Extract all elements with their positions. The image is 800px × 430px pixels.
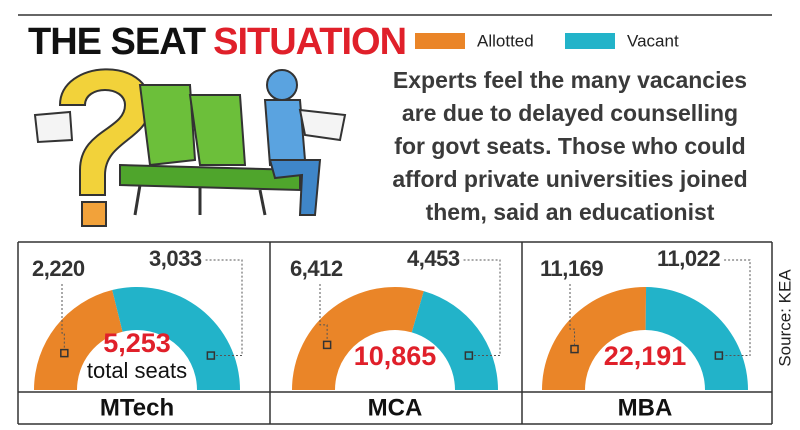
value-label: 11,022 <box>657 246 720 271</box>
title-red: SITUATION <box>213 21 406 63</box>
leader-line <box>722 259 751 357</box>
leader-marker <box>60 348 69 358</box>
donut-segment <box>292 287 424 390</box>
donut-segment <box>542 287 647 390</box>
leader-line <box>463 259 501 357</box>
category-label: MBA <box>618 394 673 421</box>
caption-line: Experts feel the many vacancies <box>393 67 747 93</box>
title-black: THE SEAT <box>28 21 206 63</box>
donut-segment <box>411 291 498 390</box>
leader-marker <box>570 344 579 354</box>
donut-segment <box>34 290 123 390</box>
leader-line <box>569 284 576 346</box>
legend-swatch <box>415 33 465 49</box>
value-label: 6,412 <box>290 256 343 281</box>
total-label: 10,865 <box>354 341 437 371</box>
legend-swatch <box>565 33 615 49</box>
category-label: MTech <box>100 394 174 421</box>
value-label: 2,220 <box>32 256 85 281</box>
source: Source: KEA <box>775 269 794 367</box>
leader-marker <box>464 351 474 360</box>
chart-title: THE SEAT SITUATION <box>28 21 406 63</box>
value-label: 11,169 <box>540 256 603 281</box>
caption-line: them, said an educationist <box>426 199 715 225</box>
illustration <box>33 68 347 227</box>
legend-label: Vacant <box>627 31 679 50</box>
leader-line <box>205 259 243 357</box>
donut-segment <box>645 287 748 390</box>
leader-line <box>319 284 328 341</box>
leader-line <box>61 284 65 350</box>
value-label: 4,453 <box>407 246 460 271</box>
leader-marker <box>714 351 724 360</box>
caption-line: for govt seats. Those who could <box>394 133 745 159</box>
category-label: MCA <box>368 394 423 421</box>
caption: Experts feel the many vacancies are due t… <box>392 67 747 225</box>
leader-marker <box>206 351 216 360</box>
total-label: 22,191 <box>604 341 687 371</box>
caption-line: afford private universities joined <box>392 166 747 192</box>
donut-segment <box>112 286 240 390</box>
leader-marker <box>322 340 332 350</box>
total-label: 5,253 <box>103 328 171 358</box>
total-note: total seats <box>87 358 187 383</box>
value-label: 3,033 <box>149 246 202 271</box>
legend-label: Allotted <box>477 31 534 50</box>
caption-line: are due to delayed counselling <box>402 100 738 126</box>
